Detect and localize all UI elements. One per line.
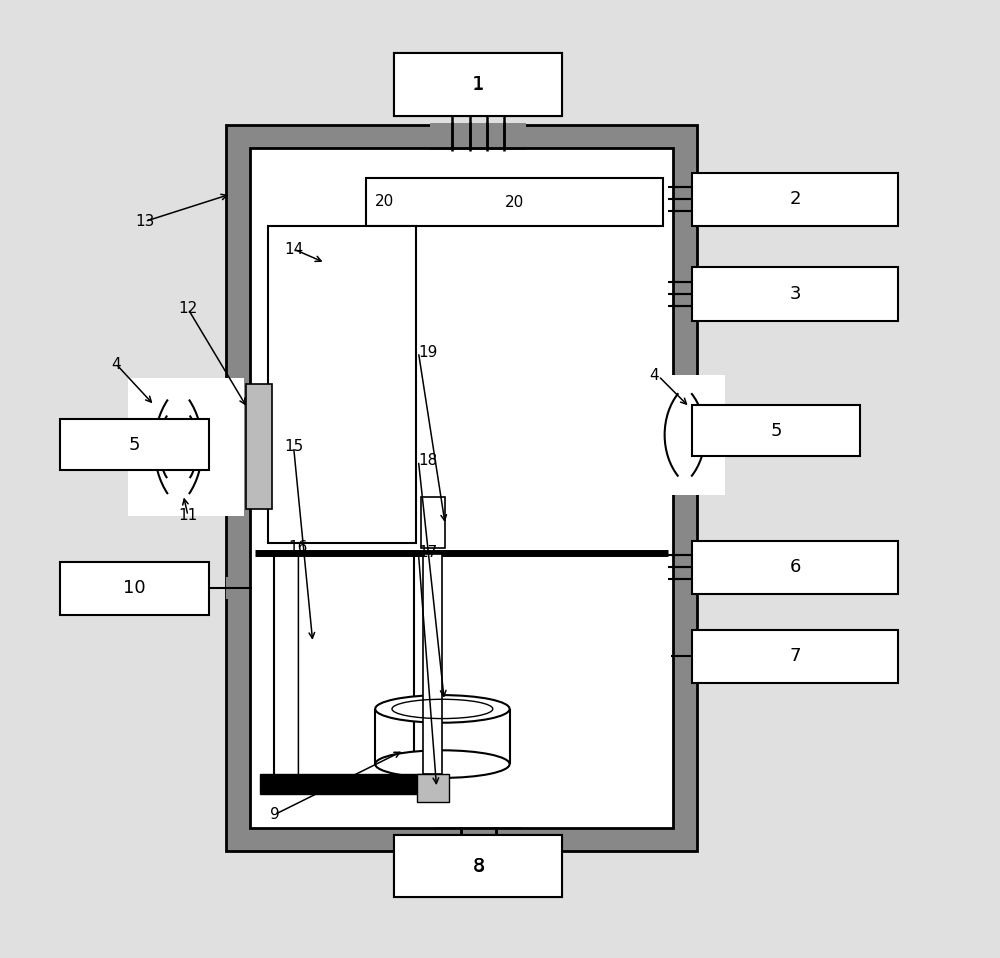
Bar bbox=[421, 497, 445, 548]
Text: 19: 19 bbox=[418, 345, 438, 359]
Bar bbox=[394, 835, 562, 898]
Text: 8: 8 bbox=[473, 857, 484, 876]
Bar bbox=[423, 555, 442, 774]
Bar bbox=[692, 629, 898, 683]
Text: 3: 3 bbox=[789, 285, 801, 303]
Bar bbox=[268, 226, 416, 543]
Text: 16: 16 bbox=[289, 540, 308, 556]
Text: 6: 6 bbox=[790, 559, 801, 577]
Bar bbox=[692, 540, 898, 594]
Bar bbox=[673, 271, 697, 317]
Bar bbox=[250, 148, 673, 829]
Text: 18: 18 bbox=[418, 453, 438, 468]
Text: 5: 5 bbox=[129, 436, 140, 453]
Bar bbox=[226, 125, 697, 148]
Bar bbox=[226, 125, 697, 852]
Bar bbox=[366, 178, 663, 226]
Bar bbox=[673, 148, 697, 829]
Bar bbox=[246, 384, 272, 510]
Bar bbox=[250, 148, 673, 829]
Text: 13: 13 bbox=[135, 214, 154, 229]
Bar bbox=[394, 54, 562, 116]
Bar bbox=[644, 376, 725, 494]
Bar bbox=[260, 774, 428, 794]
Bar bbox=[226, 148, 250, 829]
Bar bbox=[417, 774, 449, 802]
Bar bbox=[673, 646, 697, 668]
Text: 9: 9 bbox=[270, 808, 279, 822]
Bar bbox=[226, 829, 697, 852]
Text: 20: 20 bbox=[375, 194, 394, 209]
Bar bbox=[60, 420, 209, 469]
Text: 1: 1 bbox=[473, 76, 484, 94]
Bar bbox=[430, 123, 526, 149]
Text: 17: 17 bbox=[418, 545, 438, 560]
Bar bbox=[692, 172, 898, 226]
Text: 10: 10 bbox=[123, 580, 146, 598]
Text: 14: 14 bbox=[284, 241, 303, 257]
Text: 2: 2 bbox=[789, 191, 801, 209]
Bar bbox=[435, 827, 522, 852]
Text: 5: 5 bbox=[770, 422, 782, 440]
Text: 11: 11 bbox=[178, 509, 198, 523]
Bar bbox=[226, 578, 250, 600]
Text: 1: 1 bbox=[472, 75, 485, 94]
Bar bbox=[128, 377, 244, 515]
Ellipse shape bbox=[375, 696, 510, 722]
Bar bbox=[394, 835, 562, 898]
Bar bbox=[60, 561, 209, 615]
Text: 20: 20 bbox=[505, 194, 524, 210]
Text: 15: 15 bbox=[284, 440, 303, 454]
Bar bbox=[274, 553, 414, 778]
Text: 4: 4 bbox=[649, 369, 658, 383]
Text: 7: 7 bbox=[789, 648, 801, 666]
Bar bbox=[394, 54, 562, 116]
Bar bbox=[692, 405, 860, 456]
Bar bbox=[673, 544, 697, 590]
Bar bbox=[673, 176, 697, 222]
Bar bbox=[692, 267, 898, 321]
Text: 4: 4 bbox=[111, 356, 121, 372]
Ellipse shape bbox=[375, 750, 510, 778]
Text: 8: 8 bbox=[472, 856, 485, 876]
Text: 12: 12 bbox=[178, 302, 198, 316]
